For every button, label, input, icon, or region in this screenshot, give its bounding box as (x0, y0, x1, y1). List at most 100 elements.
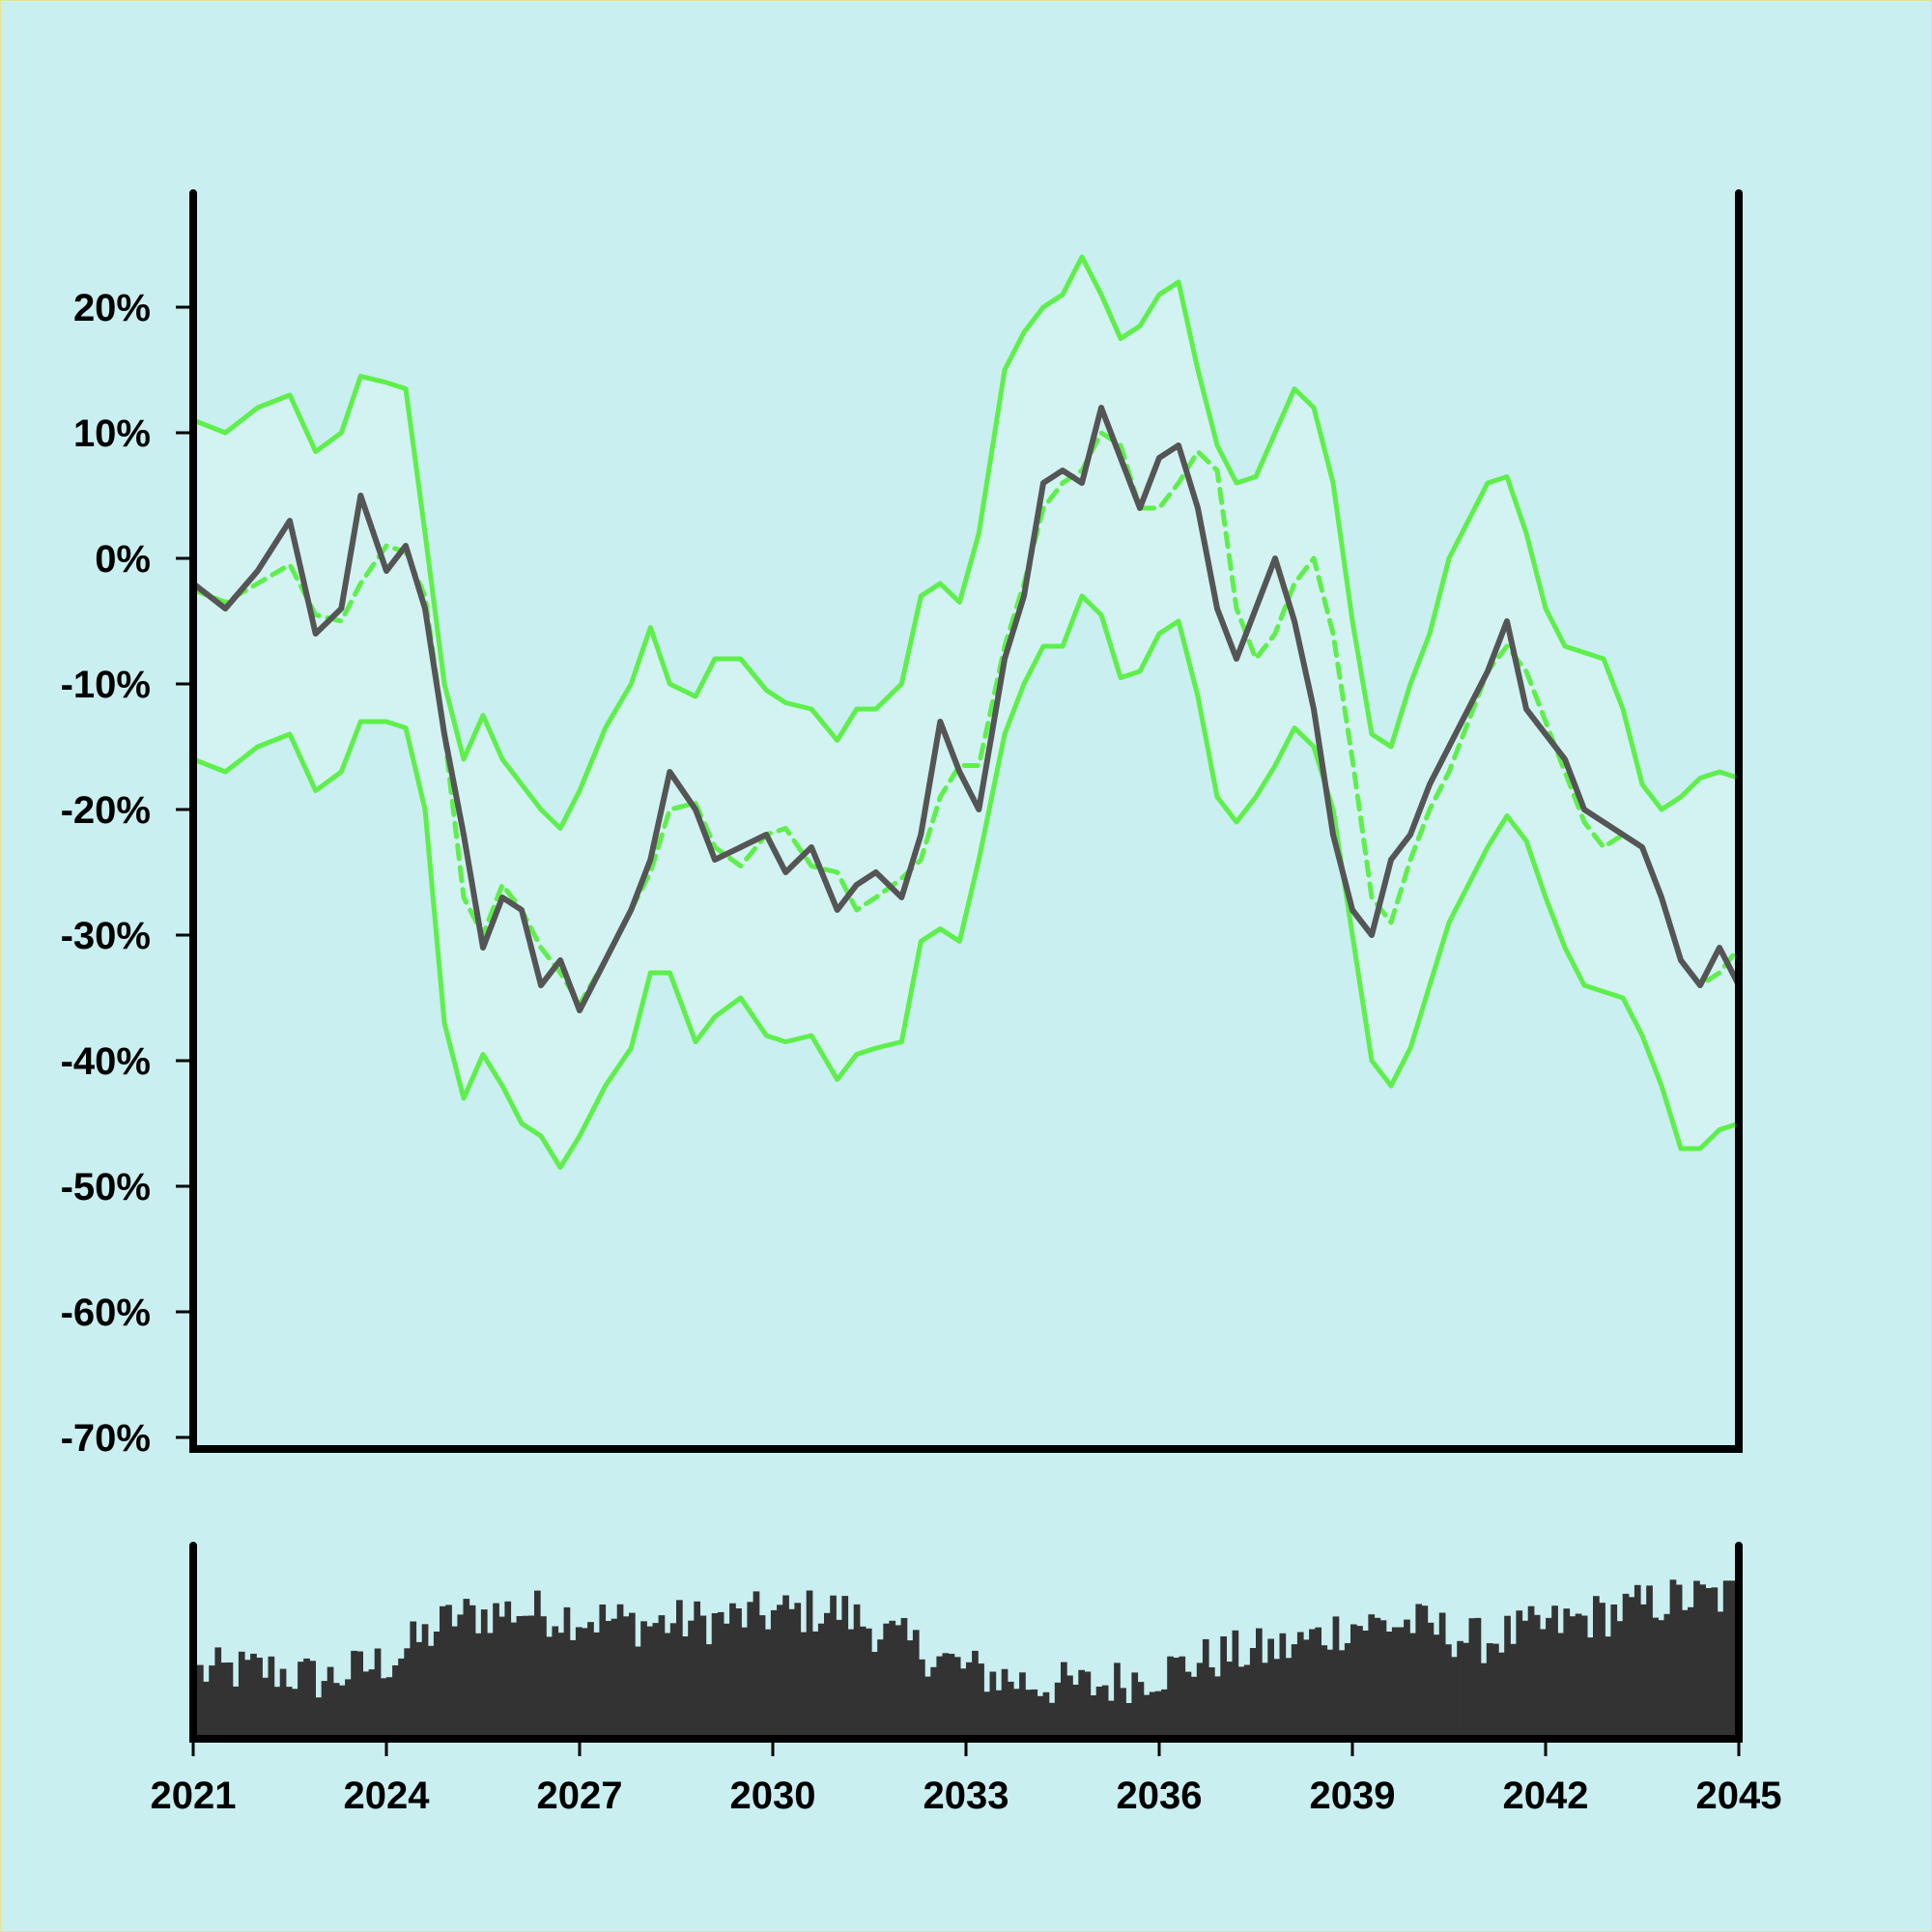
volume-bar (948, 1654, 955, 1739)
volume-bar (877, 1639, 884, 1739)
volume-bar (250, 1653, 257, 1739)
volume-bar (315, 1697, 323, 1739)
x-tick-label: 2024 (344, 1775, 431, 1817)
volume-bar (640, 1621, 647, 1739)
volume-bar (1101, 1685, 1109, 1739)
volume-bar (1404, 1619, 1410, 1739)
volume-bar (356, 1651, 363, 1739)
volume-bar (569, 1639, 577, 1739)
volume-bar (232, 1686, 240, 1739)
volume-bar (1019, 1672, 1026, 1739)
volume-bar (226, 1662, 234, 1739)
volume-bar (1362, 1631, 1369, 1739)
volume-bar (440, 1605, 446, 1739)
volume-bar (1332, 1616, 1340, 1739)
volume-bar (682, 1636, 689, 1739)
volume-bar (699, 1615, 707, 1739)
volume-bar (256, 1658, 263, 1739)
volume-plot-frame (189, 1542, 1743, 1743)
volume-bar (1546, 1617, 1552, 1739)
y-tick-label: 0% (95, 538, 151, 581)
y-tick-label: 20% (73, 287, 151, 329)
volume-bar (1421, 1605, 1429, 1739)
volume-bar (392, 1665, 399, 1739)
y-axis-ticks: 20% 10% 0% -10% -20% -30% -40% -50% -60% -70% (61, 287, 189, 1460)
volume-bar (1486, 1643, 1493, 1739)
volume-bar (735, 1608, 742, 1739)
volume-bar (1688, 1606, 1694, 1739)
volume-bar (1237, 1666, 1245, 1739)
volume-bar (1640, 1604, 1647, 1739)
volume-bar (410, 1621, 417, 1739)
volume-bar (1599, 1603, 1605, 1739)
volume-bar (1605, 1636, 1611, 1739)
volume-bar (1427, 1622, 1435, 1739)
volume-bar (469, 1605, 476, 1739)
volume-bar (688, 1620, 695, 1739)
volume-bar (782, 1595, 789, 1739)
volume-bar (889, 1620, 896, 1739)
volume-bar (616, 1604, 624, 1739)
volume-bar (1090, 1695, 1097, 1739)
volume-bar (658, 1615, 666, 1739)
volume-bar (563, 1606, 571, 1739)
volume-bar (1120, 1688, 1126, 1739)
volume-bar (1374, 1617, 1381, 1739)
y-tick-label: 10% (73, 412, 151, 455)
volume-bar (1681, 1609, 1689, 1739)
x-tick-label: 2042 (1503, 1775, 1589, 1817)
volume-bar (1066, 1675, 1073, 1739)
volume-bar (1628, 1597, 1635, 1739)
volume-bar (777, 1605, 783, 1739)
volume-bar (1616, 1621, 1624, 1739)
volume-bar (841, 1596, 849, 1739)
volume-bar (912, 1630, 920, 1739)
volume-bar (605, 1621, 612, 1739)
volume-bar (906, 1640, 914, 1739)
volume-bar (669, 1623, 677, 1739)
volume-bar (1463, 1642, 1469, 1739)
volume-bar (859, 1626, 867, 1739)
volume-bar (1717, 1611, 1724, 1739)
volume-bar (635, 1646, 641, 1739)
volume-bar (197, 1664, 204, 1739)
volume-bar (309, 1661, 316, 1739)
volume-bar (362, 1671, 370, 1739)
volume-bar (1273, 1659, 1281, 1739)
volume-bars (197, 1579, 1736, 1739)
volume-bar (345, 1679, 352, 1739)
volume-bar (1539, 1629, 1547, 1739)
volume-bar (593, 1632, 600, 1739)
series-lines (190, 254, 1742, 1170)
volume-bar (930, 1666, 937, 1739)
volume-bar (1492, 1643, 1499, 1739)
volume-bar (451, 1626, 458, 1739)
volume-bar (1131, 1672, 1139, 1739)
volume-bar (1267, 1638, 1274, 1739)
x-tick-label: 2021 (151, 1775, 237, 1817)
volume-bar (487, 1633, 494, 1739)
volume-bar (1610, 1605, 1618, 1739)
volume-bar (694, 1601, 700, 1739)
volume-bar (1593, 1596, 1600, 1739)
volume-bar (1379, 1620, 1387, 1739)
volume-bar (1262, 1662, 1268, 1739)
volume-bar (1114, 1662, 1121, 1739)
volume-bar (1285, 1658, 1293, 1739)
volume-bar (717, 1611, 724, 1739)
volume-bar (1095, 1687, 1103, 1739)
y-tick-label: -20% (61, 789, 151, 832)
volume-bar (995, 1690, 1003, 1739)
volume-bar (800, 1632, 808, 1739)
volume-bar (398, 1658, 405, 1739)
volume-bar (480, 1609, 488, 1739)
volume-bar (895, 1625, 902, 1739)
y-tick-label: -70% (61, 1417, 151, 1460)
volume-bar (747, 1602, 754, 1739)
volume-bar (830, 1595, 837, 1739)
volume-bar (209, 1665, 215, 1739)
volume-bar (1013, 1689, 1020, 1739)
volume-bar (1220, 1636, 1227, 1739)
volume-bar (1078, 1669, 1085, 1739)
volume-bar (753, 1591, 760, 1739)
